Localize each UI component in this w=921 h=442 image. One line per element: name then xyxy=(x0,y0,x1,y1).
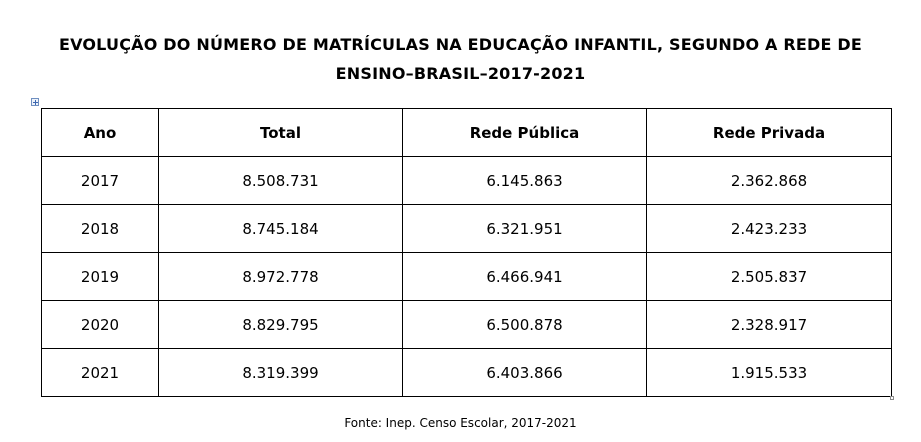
header-rede-privada: Rede Privada xyxy=(646,108,892,157)
cell-total: 8.829.795 xyxy=(158,300,403,349)
table-row: 2019 8.972.778 6.466.941 2.505.837 xyxy=(41,252,892,301)
cell-rede-privada: 2.423.233 xyxy=(646,204,892,253)
header-ano: Ano xyxy=(41,108,159,157)
table-row: 2017 8.508.731 6.145.863 2.362.868 xyxy=(41,156,892,205)
title-line-2: ENSINO–BRASIL–2017-2021 xyxy=(335,64,586,83)
cell-rede-publica: 6.403.866 xyxy=(402,348,647,397)
table-move-handle-icon[interactable] xyxy=(31,98,39,106)
source-caption: Fonte: Inep. Censo Escolar, 2017-2021 xyxy=(344,416,577,430)
cell-total: 8.508.731 xyxy=(158,156,403,205)
enrollment-table: Ano Total Rede Pública Rede Privada 2017… xyxy=(41,108,892,397)
cell-rede-privada: 2.328.917 xyxy=(646,300,892,349)
header-rede-publica: Rede Pública xyxy=(402,108,647,157)
cell-total: 8.745.184 xyxy=(158,204,403,253)
header-total: Total xyxy=(158,108,403,157)
table-resize-handle-icon[interactable] xyxy=(890,396,894,400)
cell-ano: 2017 xyxy=(41,156,159,205)
cell-rede-privada: 2.505.837 xyxy=(646,252,892,301)
cell-rede-privada: 1.915.533 xyxy=(646,348,892,397)
document-title: EVOLUÇÃO DO NÚMERO DE MATRÍCULAS NA EDUC… xyxy=(0,30,921,88)
cell-rede-publica: 6.145.863 xyxy=(402,156,647,205)
cell-rede-publica: 6.466.941 xyxy=(402,252,647,301)
cell-ano: 2020 xyxy=(41,300,159,349)
cell-rede-publica: 6.321.951 xyxy=(402,204,647,253)
cell-ano: 2018 xyxy=(41,204,159,253)
cell-rede-privada: 2.362.868 xyxy=(646,156,892,205)
table-row: 2021 8.319.399 6.403.866 1.915.533 xyxy=(41,348,892,397)
table-row: 2020 8.829.795 6.500.878 2.328.917 xyxy=(41,300,892,349)
table-header-row: Ano Total Rede Pública Rede Privada xyxy=(41,108,892,157)
cell-ano: 2019 xyxy=(41,252,159,301)
title-line-1: EVOLUÇÃO DO NÚMERO DE MATRÍCULAS NA EDUC… xyxy=(58,35,863,54)
cell-ano: 2021 xyxy=(41,348,159,397)
cell-total: 8.319.399 xyxy=(158,348,403,397)
cell-total: 8.972.778 xyxy=(158,252,403,301)
cell-rede-publica: 6.500.878 xyxy=(402,300,647,349)
table-row: 2018 8.745.184 6.321.951 2.423.233 xyxy=(41,204,892,253)
